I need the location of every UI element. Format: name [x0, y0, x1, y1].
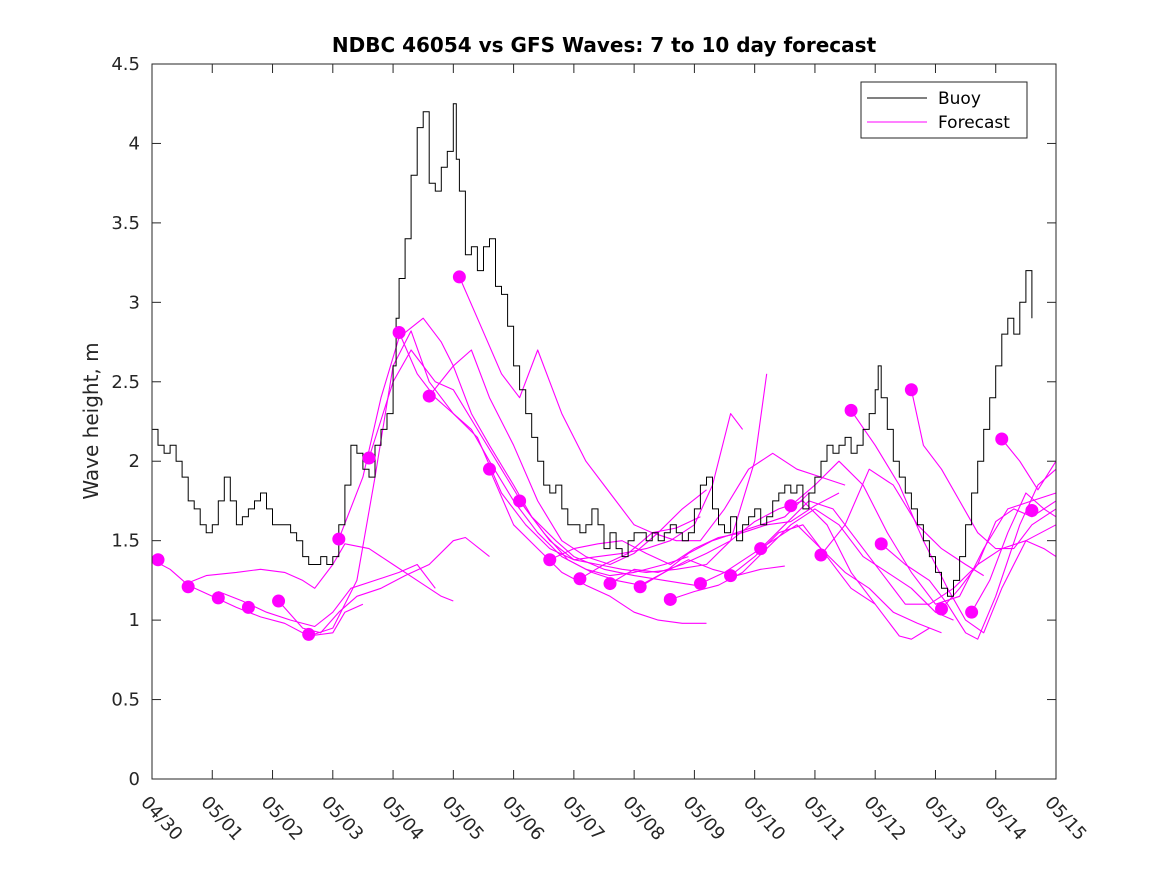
- forecast-marker: [513, 494, 527, 508]
- plot-area: [151, 63, 1057, 780]
- forecast-line: [338, 317, 695, 586]
- forecast-marker: [272, 594, 286, 608]
- forecast-line: [368, 349, 768, 573]
- forecast-line: [579, 452, 846, 580]
- forecast-marker: [302, 627, 316, 641]
- forecast-line: [730, 524, 930, 640]
- forecast-marker: [874, 537, 888, 551]
- forecast-marker: [151, 553, 165, 567]
- y-tick-label: 2: [129, 451, 140, 472]
- forecast-marker: [241, 600, 255, 614]
- legend-buoy-label: Buoy: [938, 89, 981, 109]
- forecast-marker: [1025, 503, 1039, 517]
- y-tick-label: 4: [129, 133, 140, 154]
- y-axis-label: Wave height, m: [79, 342, 103, 499]
- forecast-marker: [754, 542, 768, 556]
- forecast-line: [1001, 438, 1057, 491]
- forecast-line: [458, 276, 701, 534]
- forecast-markers: [151, 270, 1039, 641]
- y-tick-label: 3.5: [111, 213, 140, 234]
- forecast-marker: [211, 591, 225, 605]
- forecast-line: [971, 492, 1057, 613]
- forecast-line: [670, 508, 954, 621]
- y-axis: 0 0.5 1 1.5 2 2.5 3 3.5 4 4.5: [111, 54, 1056, 790]
- forecast-line: [910, 389, 1057, 550]
- forecast-marker: [362, 451, 376, 465]
- forecast-marker: [452, 270, 466, 284]
- plot-background: [152, 64, 1056, 779]
- forecast-line: [218, 563, 436, 628]
- forecast-marker: [724, 569, 738, 583]
- y-tick-label: 2.5: [111, 372, 140, 393]
- y-tick-label: 1: [129, 610, 140, 631]
- buoy-line-group: [152, 103, 1033, 597]
- legend: Buoy Forecast: [860, 81, 1028, 139]
- forecast-marker: [392, 326, 406, 340]
- y-tick-label: 1.5: [111, 531, 140, 552]
- forecast-marker: [995, 432, 1009, 446]
- forecast-line: [488, 468, 707, 624]
- forecast-marker: [482, 462, 496, 476]
- forecast-marker: [603, 577, 617, 591]
- forecast-marker: [814, 548, 828, 562]
- forecast-line: [820, 468, 984, 577]
- legend-forecast-label: Forecast: [938, 113, 1010, 133]
- forecast-marker: [784, 499, 798, 513]
- forecast-line: [790, 460, 1057, 605]
- forecast-marker: [965, 605, 979, 619]
- forecast-line: [549, 492, 840, 566]
- forecast-marker: [181, 580, 195, 594]
- y-tick-label: 0: [129, 769, 140, 790]
- forecast-marker: [633, 580, 647, 594]
- forecast-marker: [934, 602, 948, 616]
- forecast-line: [278, 536, 490, 634]
- forecast-marker: [543, 553, 557, 567]
- legend-box: [860, 81, 1028, 139]
- y-tick-label: 3: [129, 292, 140, 313]
- plot-frame: [151, 63, 1057, 780]
- chart-title: NDBC 46054 vs GFS Waves: 7 to 10 day for…: [332, 33, 877, 57]
- forecast-line: [181, 543, 454, 602]
- forecast-marker: [693, 577, 707, 591]
- y-tick-label: 4.5: [111, 54, 140, 75]
- forecast-marker: [904, 383, 918, 397]
- y-tick-label: 0.5: [111, 690, 140, 711]
- forecast-marker: [573, 572, 587, 586]
- forecast-marker: [422, 389, 436, 403]
- forecast-marker: [844, 403, 858, 417]
- forecast-marker: [332, 532, 346, 546]
- forecast-line: [639, 559, 785, 588]
- forecast-line: [398, 332, 744, 561]
- forecast-marker: [663, 592, 677, 606]
- forecast-line: [151, 559, 364, 637]
- forecast-line: [850, 410, 1057, 634]
- buoy-line: [152, 103, 1033, 597]
